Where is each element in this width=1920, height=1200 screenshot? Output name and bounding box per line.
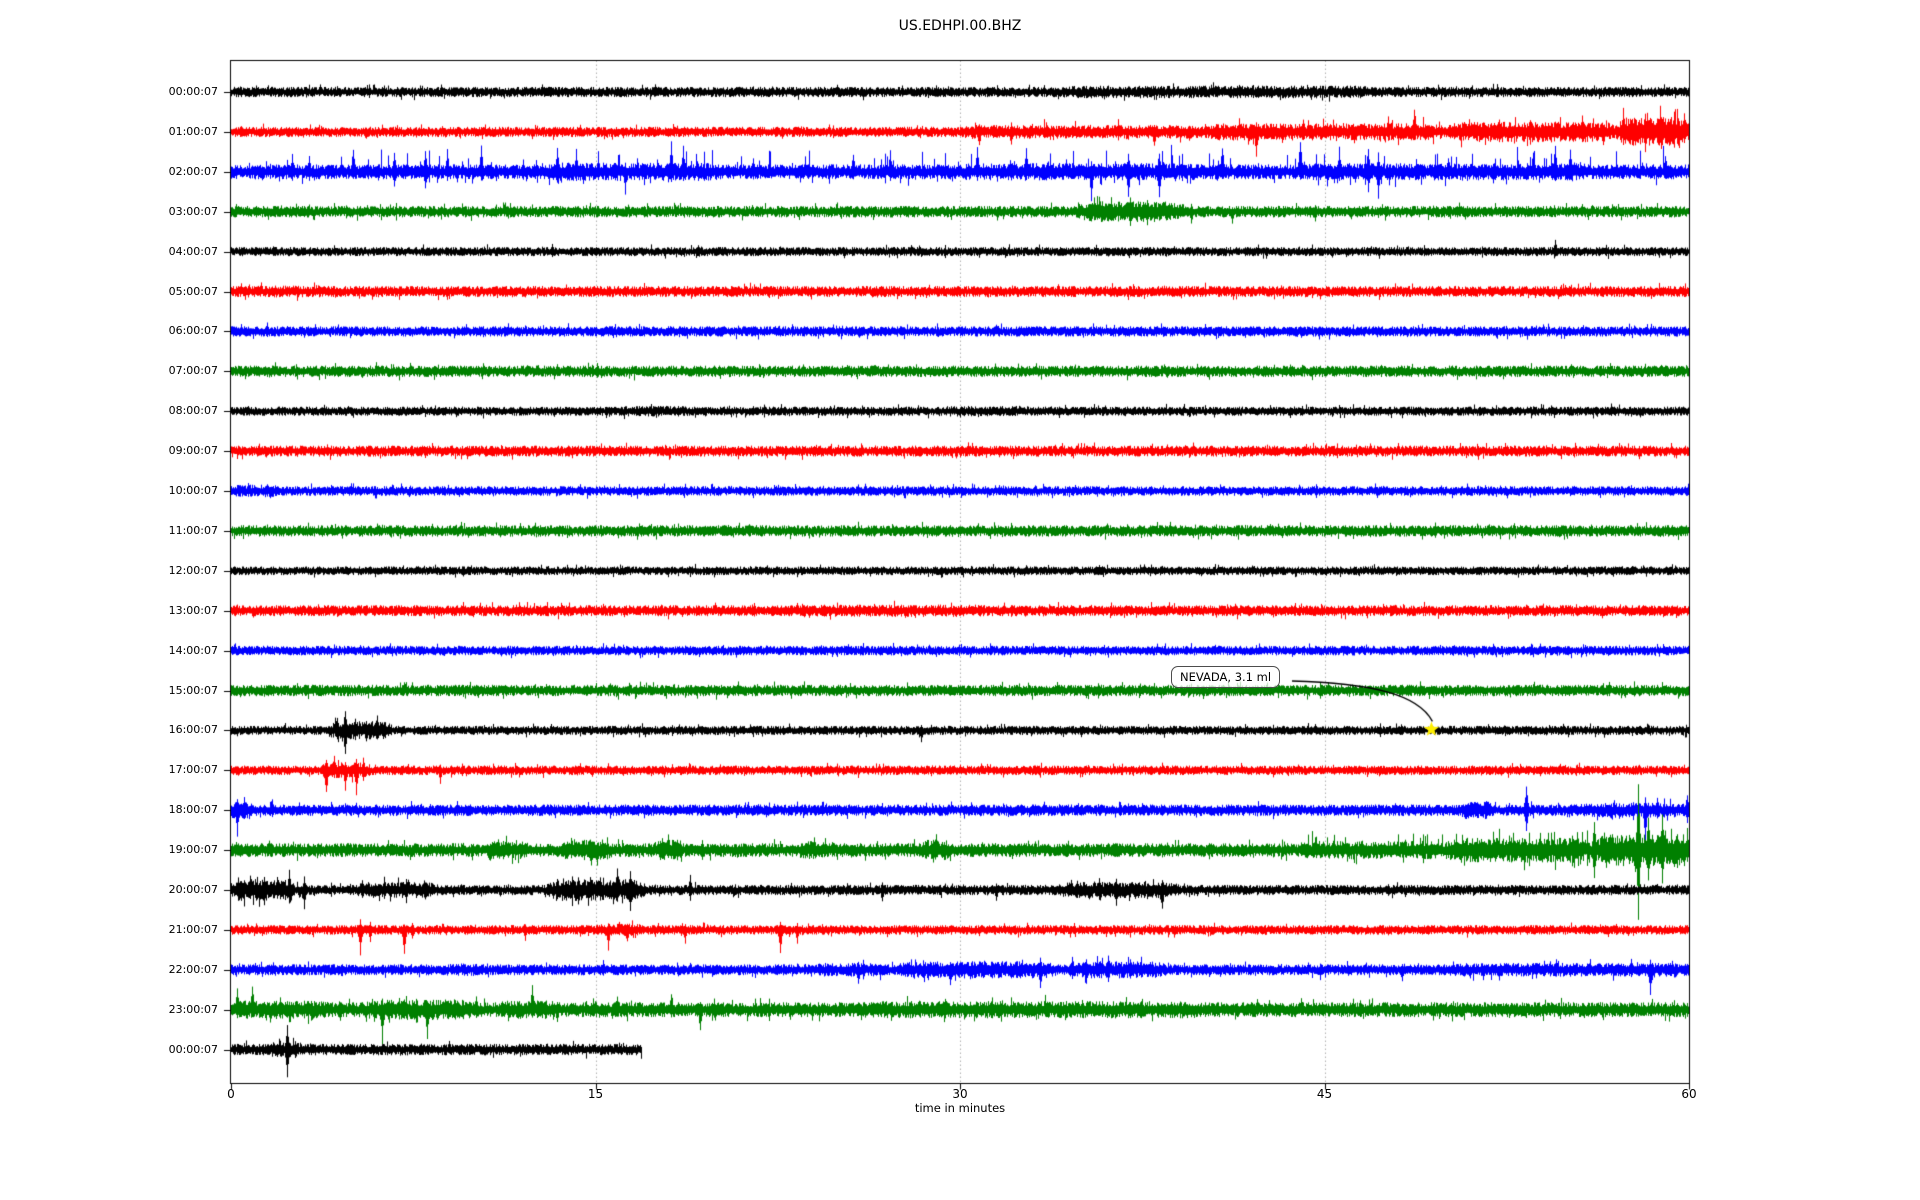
trace-time-label: 00:00:07 [168,85,218,98]
trace-time-label: 15:00:07 [168,683,218,697]
trace-time-label: 13:00:07 [168,603,218,617]
trace-time-label: 04:00:07 [168,244,218,258]
x-tick-label: 60 [1681,1087,1697,1101]
trace-time-label: 23:00:07 [168,1002,218,1016]
x-tick-label: 45 [1316,1087,1333,1101]
trace-time-label: 00:00:07 [168,1042,218,1056]
trace-time-label: 09:00:07 [168,444,218,458]
trace-time-label: 07:00:07 [168,364,218,378]
trace-time-label: 16:00:07 [168,723,218,737]
x-tick-label: 0 [227,1087,235,1101]
trace-time-label: 10:00:07 [168,484,218,497]
x-tick-label: 15 [587,1087,604,1101]
trace-time-label: 06:00:07 [168,324,218,338]
trace-time-label: 02:00:07 [168,164,218,178]
trace-time-label: 14:00:07 [168,643,218,657]
event-annotation-box: NEVADA, 3.1 ml [1171,666,1281,688]
x-tick-label: 30 [952,1087,968,1101]
trace-time-label: 08:00:07 [168,404,218,418]
trace-time-label: 11:00:07 [168,523,218,537]
trace-time-label: 19:00:07 [168,843,218,857]
x-axis-label: time in minutes [914,1101,1006,1115]
trace-time-label: 21:00:07 [168,922,218,936]
trace-time-label: 03:00:07 [168,204,218,218]
trace-time-label: 20:00:07 [168,883,218,896]
trace-time-label: 01:00:07 [168,124,218,138]
trace-time-label: 12:00:07 [168,563,218,577]
figure-title: US.EDHPI.00.BHZ [898,18,1022,34]
trace-time-label: 22:00:07 [168,962,218,976]
trace-time-label: 17:00:07 [168,763,218,777]
trace-time-label: 05:00:07 [168,284,218,298]
trace-time-label: 18:00:07 [168,803,218,817]
